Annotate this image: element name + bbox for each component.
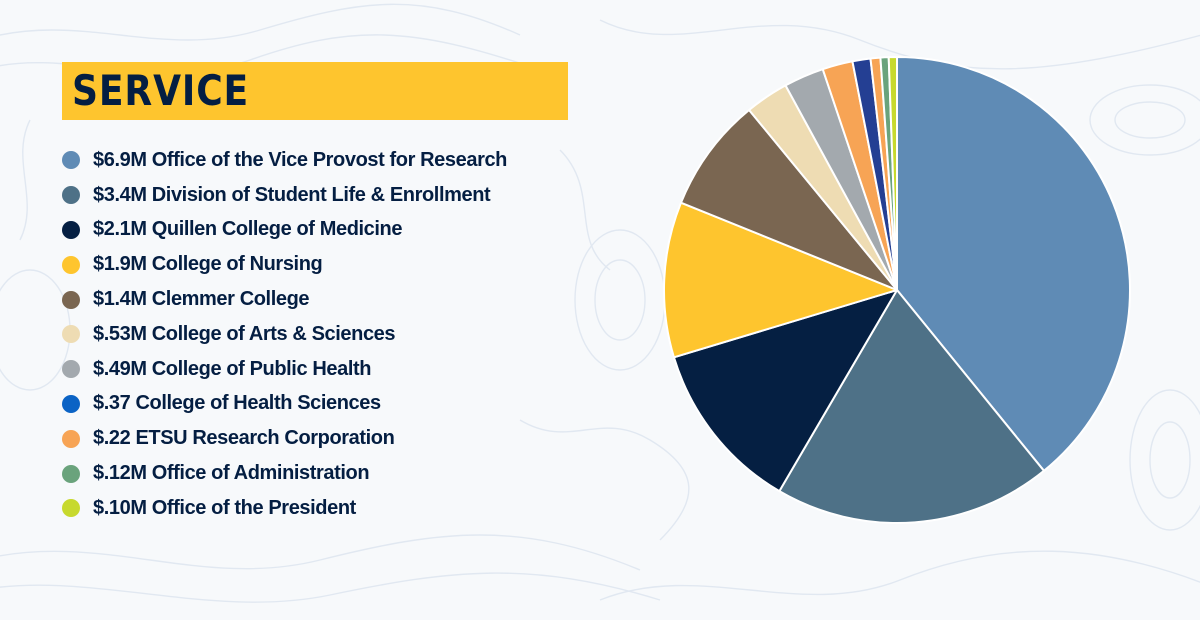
legend-label: $.53M College of Arts & Sciences [93, 322, 396, 345]
legend-label: $.37 College of Health Sciences [93, 392, 381, 415]
pie-slice-0 [896, 56, 1131, 472]
legend-item: $.53M College of Arts & Sciences [62, 317, 507, 352]
legend-item: $.49M College of Public Health [62, 352, 507, 387]
legend-swatch [62, 429, 80, 448]
legend-item: $.12M Office of Administration [62, 456, 507, 491]
legend-item: $.37 College of Health Sciences [62, 387, 507, 422]
pie-slice-1 [778, 289, 1045, 524]
legend-swatch [62, 464, 80, 483]
legend-label: $.10M Office of the President [93, 496, 356, 519]
legend-item: $.10M Office of the President [62, 491, 507, 526]
legend-swatch [62, 360, 80, 379]
legend-swatch [62, 290, 80, 309]
pie-slice-4 [679, 108, 898, 291]
legend-label: $1.4M Clemmer College [93, 288, 310, 311]
legend-swatch [62, 325, 80, 344]
legend-item: $.22 ETSU Research Corporation [62, 421, 507, 456]
legend-item: $1.4M Clemmer College [62, 282, 507, 317]
legend-swatch [62, 499, 80, 518]
legend-item: $1.9M College of Nursing [62, 247, 507, 282]
chart-title: SERVICE [72, 66, 250, 115]
legend-item: $6.9M Office of the Vice Provost for Res… [62, 143, 507, 178]
legend: $6.9M Office of the Vice Provost for Res… [62, 143, 507, 526]
title-banner: SERVICE [62, 62, 568, 120]
legend-swatch [62, 151, 80, 170]
legend-label: $.49M College of Public Health [93, 357, 372, 380]
legend-swatch [62, 220, 80, 239]
legend-item: $3.4M Division of Student Life & Enrollm… [62, 178, 507, 213]
pie-slice-3 [663, 201, 898, 359]
legend-label: $.12M Office of Administration [93, 462, 370, 485]
pie-slice-2 [672, 289, 898, 493]
legend-label: $2.1M Quillen College of Medicine [93, 218, 403, 241]
legend-label: $1.9M College of Nursing [93, 253, 323, 276]
pie-slice-11 [887, 56, 898, 291]
legend-label: $3.4M Division of Student Life & Enrollm… [93, 183, 491, 206]
legend-label: $6.9M Office of the Vice Provost for Res… [93, 148, 508, 171]
legend-swatch [62, 394, 80, 413]
legend-swatch [62, 255, 80, 274]
legend-item: $2.1M Quillen College of Medicine [62, 213, 507, 248]
legend-label: $.22 ETSU Research Corporation [93, 427, 395, 450]
legend-swatch [62, 186, 80, 205]
